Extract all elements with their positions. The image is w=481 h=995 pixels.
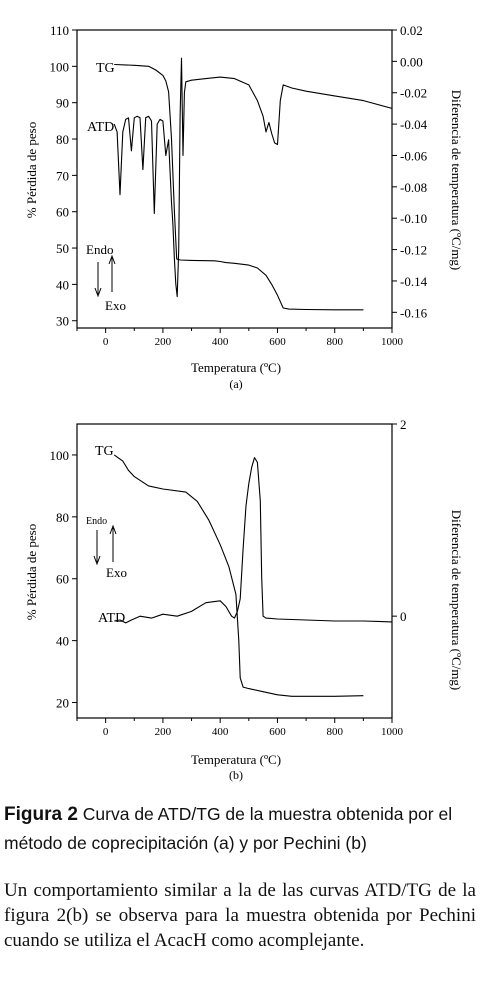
right-axis-ticks-a: 0.02 0.00 -0.02 -0.04 -0.06 -0.08 -0.10 -0.12 -0… bbox=[392, 23, 428, 320]
y-tick-label: 90 bbox=[56, 96, 69, 111]
y-tick-label: 60 bbox=[56, 205, 69, 220]
y-tick-label: 30 bbox=[56, 314, 69, 329]
endo-label-b: Endo bbox=[86, 516, 107, 527]
y-axis-ticks-a: 30 40 50 60 70 80 90 100 110 bbox=[50, 23, 77, 329]
series-line-tg bbox=[114, 63, 364, 311]
plot-frame-a bbox=[76, 29, 393, 329]
chart-panel-a: 0 200 400 600 800 1000 30 40 50 60 70 80 90 100 110 0… bbox=[24, 23, 464, 391]
y-axis-label-b: % Pérdida de peso bbox=[24, 524, 39, 620]
y-tick-label: 60 bbox=[56, 572, 69, 587]
series-line-tg bbox=[113, 454, 364, 697]
x-tick-label: 200 bbox=[155, 336, 172, 348]
series-group-b bbox=[113, 454, 393, 697]
y-tick-label: 70 bbox=[56, 168, 69, 183]
right-tick-label: -0.16 bbox=[400, 305, 428, 320]
plot-frame-b bbox=[76, 423, 393, 719]
x-tick-label: 400 bbox=[212, 336, 229, 348]
series-line-atd bbox=[113, 57, 393, 298]
right-tick-label: -0.14 bbox=[400, 274, 428, 289]
y-tick-label: 100 bbox=[50, 59, 70, 74]
x-tick-label: 600 bbox=[269, 726, 286, 738]
right-tick-label: -0.12 bbox=[400, 243, 427, 258]
x-tick-label: 1000 bbox=[381, 336, 404, 348]
y-axis-label-a: % Pérdida de peso bbox=[24, 122, 39, 218]
panel-label-a: (a) bbox=[229, 377, 242, 391]
x-tick-label: 1000 bbox=[381, 726, 404, 738]
exo-up-arrow-icon bbox=[109, 524, 117, 562]
right-axis-label-a: Diferencia de temperatura (ºC/mg) bbox=[449, 90, 464, 271]
y-tick-label: 40 bbox=[56, 634, 69, 649]
right-tick-label: -0.10 bbox=[400, 211, 427, 226]
series-group-a bbox=[113, 57, 393, 311]
exo-label-b: Exo bbox=[106, 565, 127, 580]
endo-down-arrow-icon bbox=[93, 530, 101, 566]
y-tick-label: 80 bbox=[56, 510, 69, 525]
y-tick-label: 100 bbox=[50, 448, 70, 463]
y-tick-label: 110 bbox=[50, 23, 69, 38]
y-axis-ticks-b: 20 40 60 80 100 bbox=[50, 448, 77, 711]
atd-label-a: ATD bbox=[87, 120, 114, 135]
x-axis-label-a: Temperatura (ºC) bbox=[191, 360, 281, 375]
right-axis-label-b: Diferencia de temperatura (ºC/mg) bbox=[449, 510, 464, 691]
endo-down-arrow-icon bbox=[94, 262, 102, 298]
y-tick-label: 80 bbox=[56, 132, 69, 147]
x-axis-ticks-a: 0 200 400 600 800 1000 bbox=[76, 328, 404, 348]
x-tick-label: 0 bbox=[103, 336, 109, 348]
right-tick-label: 0.00 bbox=[400, 54, 423, 69]
right-tick-label: -0.06 bbox=[400, 148, 428, 163]
x-tick-label: 0 bbox=[103, 726, 109, 738]
caption-text: Curva de ATD/TG de la muestra obtenida p… bbox=[4, 804, 453, 853]
right-tick-label: -0.02 bbox=[400, 86, 427, 101]
endo-label-a: Endo bbox=[86, 242, 113, 257]
series-line-atd bbox=[114, 457, 393, 624]
right-tick-label: -0.08 bbox=[400, 180, 427, 195]
x-tick-label: 800 bbox=[326, 336, 343, 348]
figure-label: Figura 2 bbox=[4, 804, 78, 825]
atd-label-b: ATD bbox=[98, 611, 125, 626]
panel-label-b: (b) bbox=[229, 768, 243, 782]
x-axis-ticks-b: 0 200 400 600 800 1000 bbox=[76, 718, 404, 738]
x-tick-label: 400 bbox=[212, 726, 229, 738]
y-tick-label: 20 bbox=[56, 696, 69, 711]
body-paragraph: Un comportamiento similar a la de las cu… bbox=[4, 880, 476, 951]
x-tick-label: 800 bbox=[326, 726, 343, 738]
x-axis-label-b: Temperatura (ºC) bbox=[191, 752, 281, 767]
y-tick-label: 40 bbox=[56, 277, 69, 292]
right-axis-ticks-b: 02 bbox=[392, 417, 407, 624]
tg-label-b: TG bbox=[95, 444, 114, 459]
figure-caption: Figura 2 Curva de ATD/TG de la muestra o… bbox=[4, 800, 476, 857]
x-tick-label: 600 bbox=[269, 336, 286, 348]
exo-up-arrow-icon bbox=[108, 254, 116, 292]
tg-label-a: TG bbox=[96, 61, 115, 76]
exo-label-a: Exo bbox=[105, 298, 126, 313]
x-tick-label: 200 bbox=[155, 726, 172, 738]
right-tick-label: 0 bbox=[400, 609, 407, 624]
y-tick-label: 50 bbox=[56, 241, 69, 256]
right-tick-label: 0.02 bbox=[400, 23, 423, 38]
right-tick-label: -0.04 bbox=[400, 117, 428, 132]
right-tick-label: 2 bbox=[400, 417, 407, 432]
